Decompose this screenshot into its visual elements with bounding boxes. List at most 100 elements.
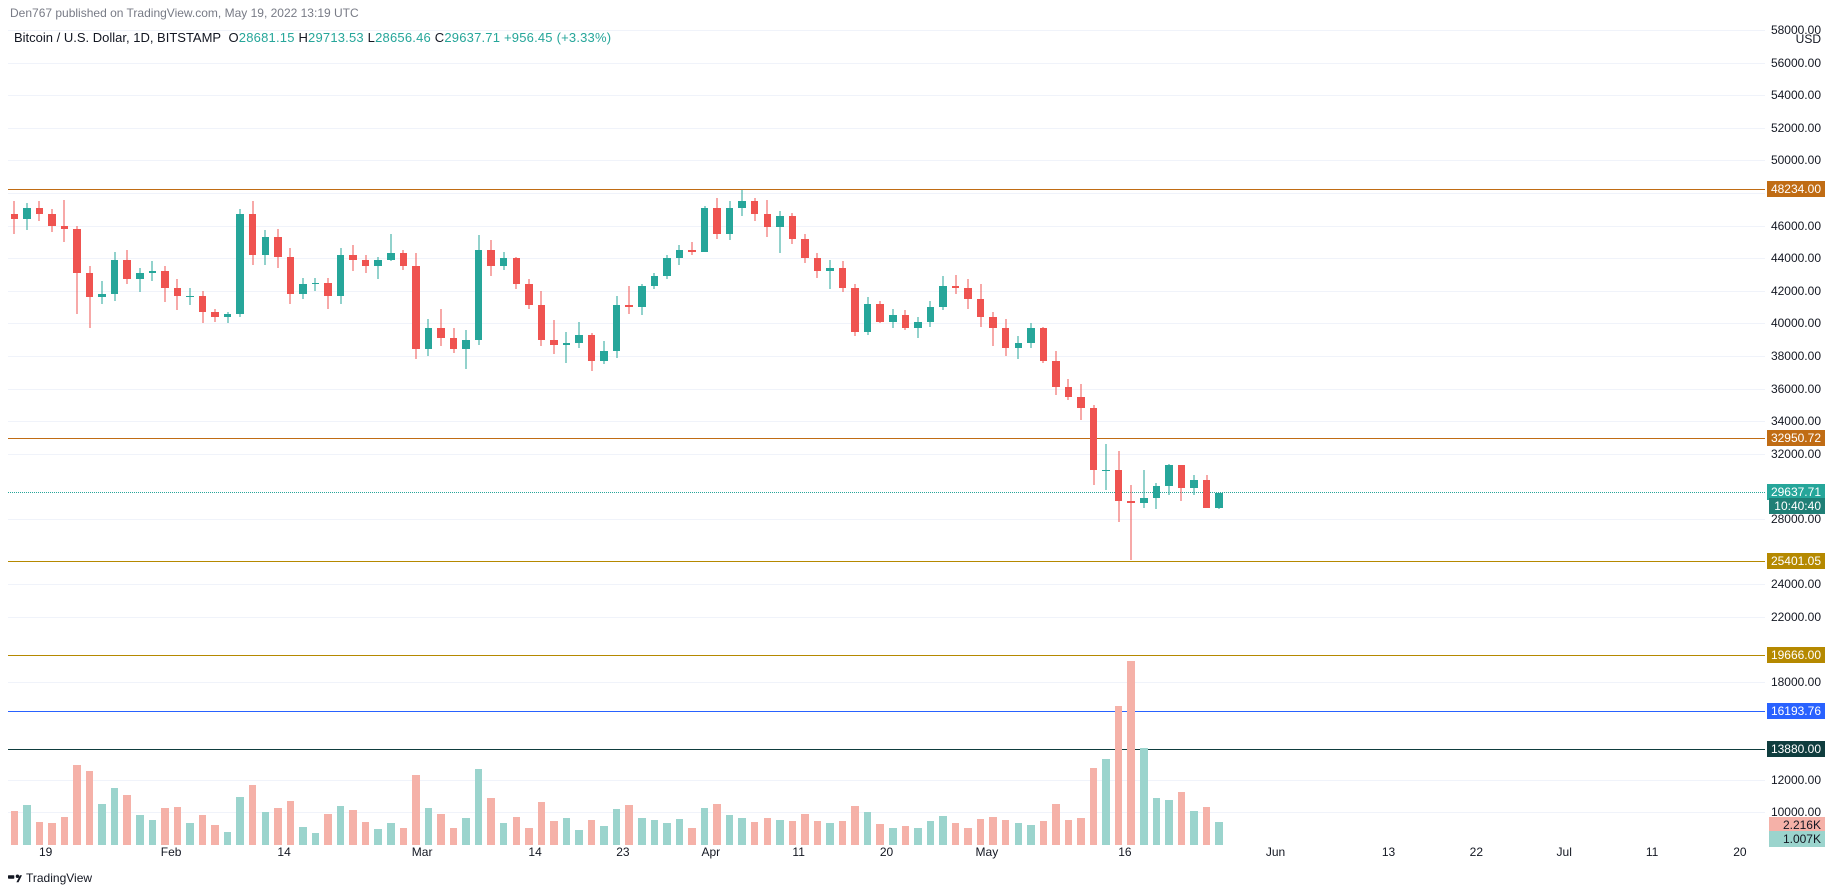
- price-chart[interactable]: [8, 30, 1765, 845]
- volume-bar: [839, 821, 847, 845]
- volume-bar: [11, 811, 19, 845]
- candle: [123, 30, 131, 845]
- volume-bar: [525, 828, 533, 845]
- candle: [224, 30, 232, 845]
- volume-bar: [412, 775, 420, 845]
- volume-bar: [73, 765, 81, 845]
- candle: [312, 30, 320, 845]
- gridline: [8, 63, 1765, 64]
- horizontal-line[interactable]: [8, 561, 1765, 562]
- yaxis-tick: 56000.00: [1771, 56, 1821, 70]
- xaxis-tick: 11: [1646, 845, 1658, 859]
- volume-bar: [964, 828, 972, 845]
- xaxis-tick: Apr: [701, 845, 720, 859]
- candle: [1178, 30, 1186, 845]
- gridline: [8, 812, 1765, 813]
- candle: [964, 30, 972, 845]
- candle: [11, 30, 19, 845]
- line-price-badge: 48234.00: [1767, 181, 1825, 197]
- line-price-badge: 32950.72: [1767, 430, 1825, 446]
- volume-bar: [86, 771, 94, 845]
- yaxis-tick: 38000.00: [1771, 349, 1821, 363]
- candle: [174, 30, 182, 845]
- horizontal-line[interactable]: [8, 655, 1765, 656]
- candle: [864, 30, 872, 845]
- candle: [1140, 30, 1148, 845]
- candle: [1165, 30, 1173, 845]
- gridline: [8, 193, 1765, 194]
- candle: [211, 30, 219, 845]
- price-axis[interactable]: USD 58000.0056000.0054000.0052000.005000…: [1765, 30, 1825, 845]
- candle: [1090, 30, 1098, 845]
- candle: [914, 30, 922, 845]
- volume-bar: [199, 815, 207, 845]
- candle: [274, 30, 282, 845]
- candle: [876, 30, 884, 845]
- time-axis[interactable]: 19Feb14Mar1423Apr1120May16Jun1322Jul1120: [8, 845, 1765, 863]
- candle: [575, 30, 583, 845]
- volume-bar: [475, 769, 483, 845]
- volume-bar: [236, 797, 244, 845]
- horizontal-line[interactable]: [8, 189, 1765, 190]
- line-price-badge: 13880.00: [1767, 741, 1825, 757]
- volume-bar: [1178, 792, 1186, 845]
- horizontal-line[interactable]: [8, 749, 1765, 750]
- xaxis-tick: 14: [277, 845, 290, 859]
- gridline: [8, 780, 1765, 781]
- volume-bar: [826, 823, 834, 845]
- candle: [563, 30, 571, 845]
- yaxis-tick: 58000.00: [1771, 23, 1821, 37]
- yaxis-tick: 42000.00: [1771, 284, 1821, 298]
- candle: [111, 30, 119, 845]
- candle: [826, 30, 834, 845]
- volume-bar: [927, 821, 935, 845]
- candle: [86, 30, 94, 845]
- gridline: [8, 421, 1765, 422]
- volume-bar: [149, 820, 157, 845]
- candle: [287, 30, 295, 845]
- candle: [902, 30, 910, 845]
- xaxis-tick: 20: [880, 845, 893, 859]
- tradingview-logo-icon: [8, 873, 22, 883]
- yaxis-tick: 54000.00: [1771, 88, 1821, 102]
- candle: [1190, 30, 1198, 845]
- yaxis-tick: 34000.00: [1771, 414, 1821, 428]
- horizontal-line[interactable]: [8, 438, 1765, 439]
- yaxis-tick: 18000.00: [1771, 675, 1821, 689]
- volume-bar: [362, 822, 370, 845]
- xaxis-tick: 20: [1733, 845, 1746, 859]
- candle: [136, 30, 144, 845]
- volume-bar: [462, 818, 470, 845]
- volume-bar: [638, 818, 646, 845]
- volume-bar: [864, 812, 872, 845]
- volume-bar: [952, 823, 960, 845]
- volume-bar: [1027, 825, 1035, 845]
- candle: [1002, 30, 1010, 845]
- xaxis-tick: 23: [616, 845, 629, 859]
- candle: [851, 30, 859, 845]
- yaxis-tick: 32000.00: [1771, 447, 1821, 461]
- candle: [23, 30, 31, 845]
- candle: [927, 30, 935, 845]
- volume-bar: [726, 815, 734, 845]
- candle: [475, 30, 483, 845]
- candle: [889, 30, 897, 845]
- volume-bar: [701, 808, 709, 845]
- volume-bar: [1140, 748, 1148, 845]
- line-price-badge: 25401.05: [1767, 553, 1825, 569]
- yaxis-tick: 22000.00: [1771, 610, 1821, 624]
- volume-bar: [902, 826, 910, 845]
- volume-bar: [613, 809, 621, 845]
- candle: [98, 30, 106, 845]
- horizontal-line[interactable]: [8, 711, 1765, 712]
- candle: [776, 30, 784, 845]
- candle: [161, 30, 169, 845]
- volume-bar: [111, 788, 119, 845]
- volume-bar: [98, 804, 106, 845]
- volume-bar: [977, 819, 985, 845]
- candle: [801, 30, 809, 845]
- volume-bar: [889, 828, 897, 845]
- tradingview-branding: TradingView: [8, 871, 92, 885]
- gridline: [8, 323, 1765, 324]
- volume-bar: [538, 802, 546, 845]
